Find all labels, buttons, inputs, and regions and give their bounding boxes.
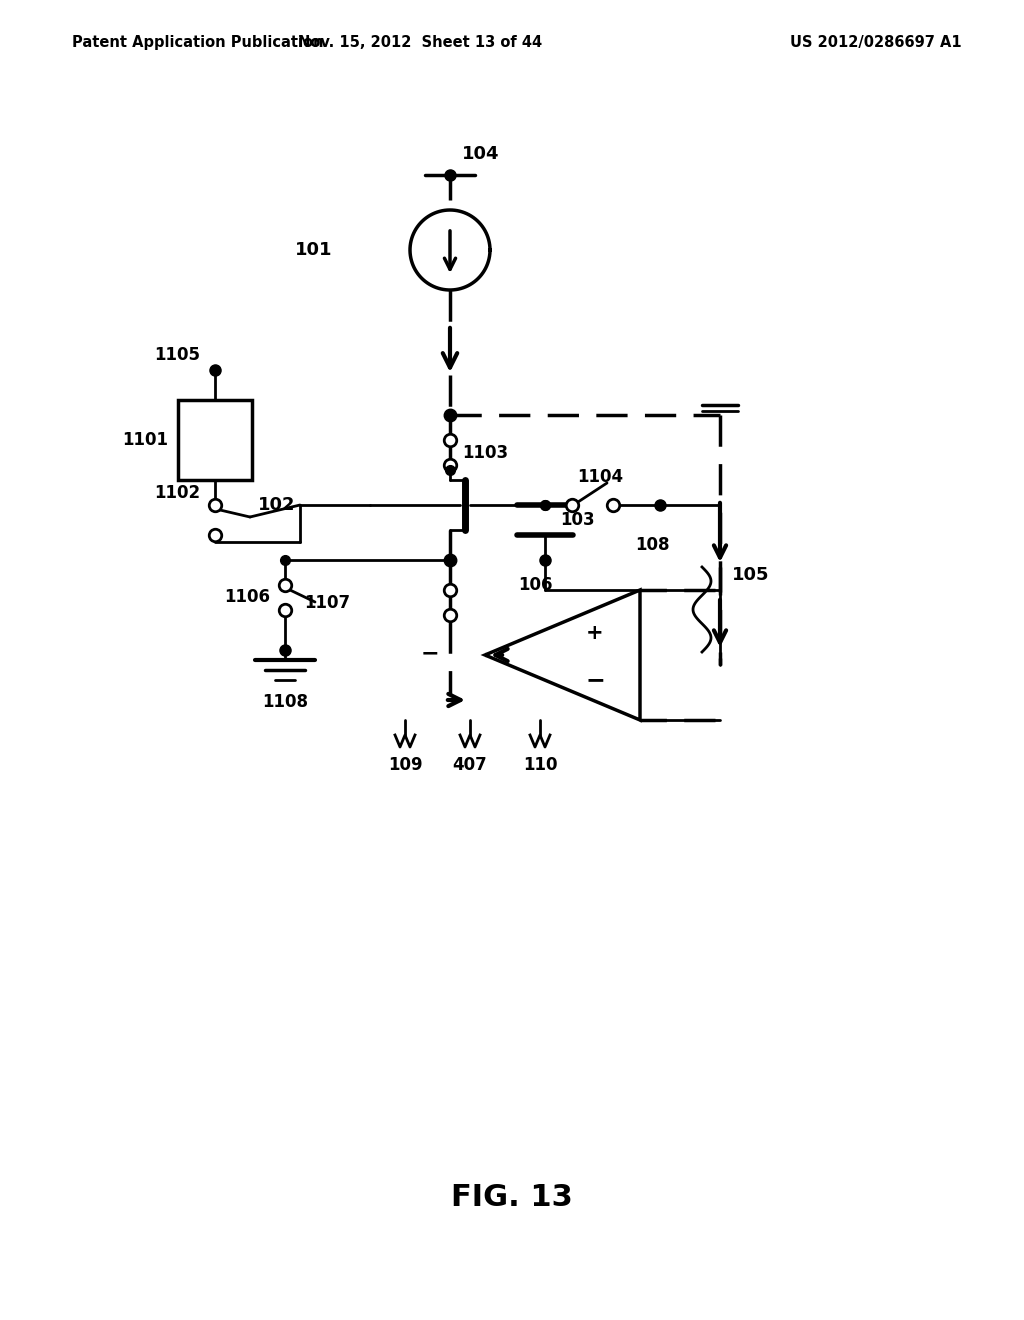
Text: 109: 109 — [388, 756, 422, 774]
Bar — [178, 400, 252, 480]
Text: US 2012/0286697 A1: US 2012/0286697 A1 — [790, 36, 962, 50]
Text: 1106: 1106 — [224, 589, 270, 606]
Text: 1103: 1103 — [462, 444, 508, 462]
Text: Patent Application Publication: Patent Application Publication — [72, 36, 324, 50]
Text: 1102: 1102 — [154, 484, 200, 502]
Text: 1108: 1108 — [262, 693, 308, 711]
Text: −: − — [585, 668, 605, 692]
Text: 407: 407 — [453, 756, 487, 774]
Text: +: + — [586, 623, 604, 643]
Text: 110: 110 — [522, 756, 557, 774]
Text: −: − — [421, 643, 439, 663]
Text: FIG. 13: FIG. 13 — [452, 1183, 572, 1212]
Text: 1101: 1101 — [122, 432, 168, 449]
Text: 101: 101 — [295, 242, 333, 259]
Text: 108: 108 — [635, 536, 670, 554]
Text: 106: 106 — [518, 576, 552, 594]
Text: Nov. 15, 2012  Sheet 13 of 44: Nov. 15, 2012 Sheet 13 of 44 — [298, 36, 542, 50]
Text: 103: 103 — [560, 511, 595, 529]
Text: 102: 102 — [257, 496, 295, 513]
Text: 105: 105 — [732, 566, 769, 583]
Text: 104: 104 — [462, 145, 500, 162]
Text: 1107: 1107 — [304, 594, 350, 611]
Text: 1105: 1105 — [154, 346, 200, 364]
Text: 1104: 1104 — [577, 469, 624, 486]
